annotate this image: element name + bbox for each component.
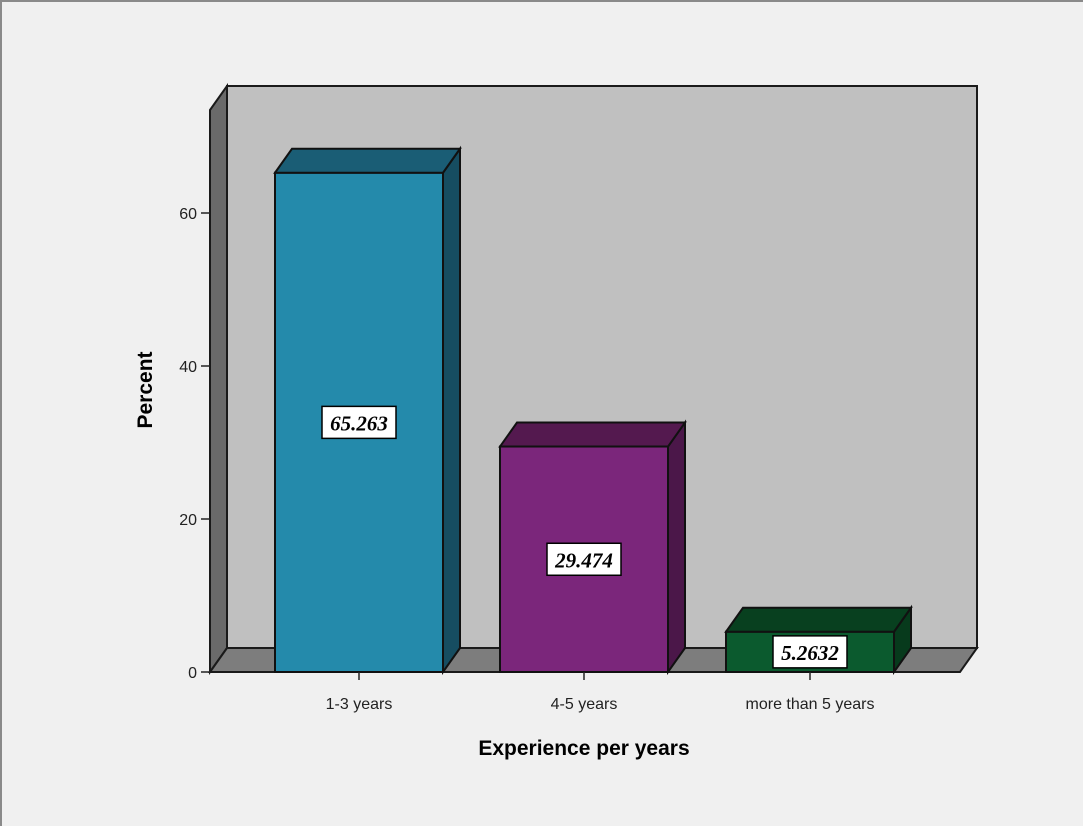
bar-1: 65.263 [273, 145, 462, 676]
y-tick-label: 60 [179, 206, 197, 223]
data-label: 29.474 [554, 548, 613, 572]
bar-top-face [498, 421, 687, 448]
data-label-box [546, 542, 622, 577]
axes-group: 0 20 40 60 1-3 years 4-5 years more than 5 yea… [179, 206, 874, 713]
x-tick-label: 1-3 years [326, 696, 393, 713]
data-label-box [772, 635, 848, 669]
x-axis-title: Experience per years [478, 737, 689, 760]
y-tick-label: 20 [179, 512, 197, 529]
bar-3: 5.2632 [724, 604, 913, 676]
y-tick-label: 0 [188, 665, 197, 682]
bar-side-face [667, 419, 686, 676]
bar-top-face [724, 606, 913, 633]
bar-2: 29.474 [498, 419, 687, 676]
x-tick-label: 4-5 years [551, 696, 618, 713]
data-label: 5.2632 [781, 641, 839, 665]
bar-top-face [273, 147, 462, 174]
side-wall [209, 82, 228, 676]
data-label: 65.263 [330, 411, 388, 435]
y-axis-title: Percent [134, 351, 157, 428]
bars-group: 65.263 29.474 5.2632 [273, 145, 913, 676]
y-tick-label: 40 [179, 359, 197, 376]
bar-side-face [442, 145, 461, 676]
data-label-box [321, 405, 397, 440]
x-tick-label: more than 5 years [746, 696, 875, 713]
